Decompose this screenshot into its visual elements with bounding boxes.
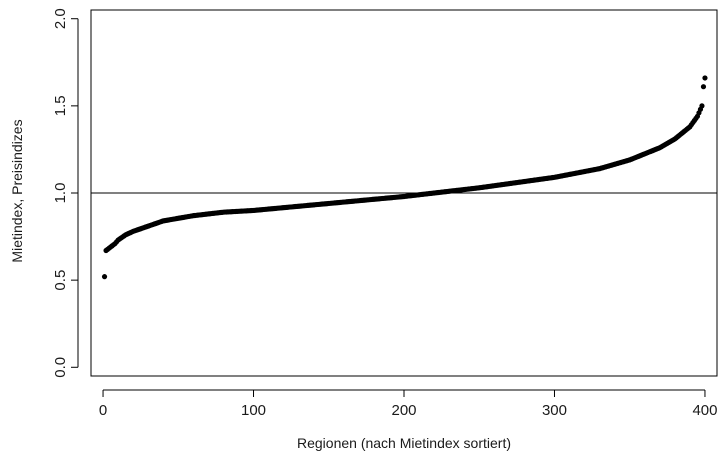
x-tick-label: 100 — [241, 402, 266, 419]
y-tick-label: 0.5 — [52, 270, 69, 291]
y-tick-label: 2.0 — [52, 8, 69, 29]
x-tick-label: 0 — [99, 402, 107, 419]
data-points — [101, 75, 708, 280]
x-tick-label: 300 — [542, 402, 567, 419]
y-axis-title: Mietindex, Preisindizes — [9, 119, 25, 262]
y-tick-label: 1.5 — [52, 95, 69, 116]
x-axis: 0 100 200 300 400 — [99, 389, 717, 419]
data-point — [699, 103, 705, 109]
y-axis: 0.0 0.5 1.0 1.5 2.0 — [52, 8, 79, 378]
data-point — [700, 84, 707, 90]
data-point — [101, 274, 108, 280]
x-tick-label: 400 — [692, 402, 717, 419]
x-axis-title: Regionen (nach Mietindex sortiert) — [297, 435, 511, 451]
data-point — [702, 75, 708, 81]
y-tick-label: 1.0 — [52, 183, 69, 204]
x-tick-label: 200 — [391, 402, 416, 419]
y-tick-label: 0.0 — [52, 357, 69, 378]
